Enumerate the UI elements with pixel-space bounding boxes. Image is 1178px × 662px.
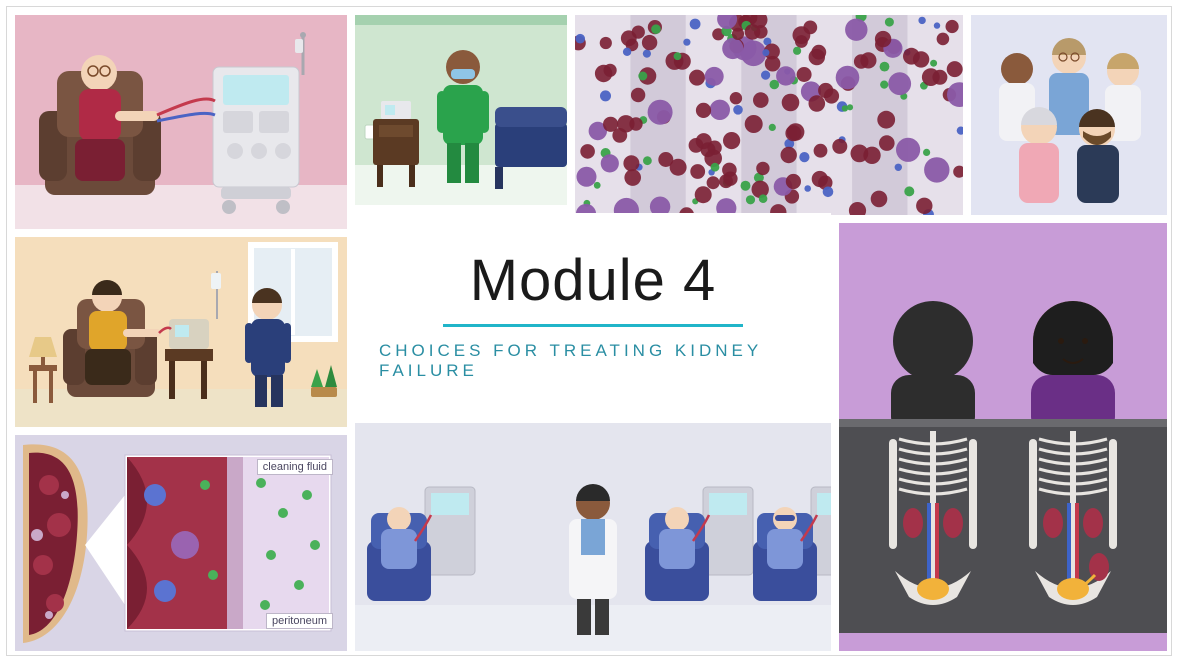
scene-dialysis-pink bbox=[15, 15, 347, 229]
tile-title-card: Module 4 CHOICES FOR TREATING KIDNEY FAI… bbox=[355, 213, 831, 415]
tile-dialysis-pink bbox=[15, 15, 347, 229]
scene-incenter-dialysis bbox=[355, 423, 831, 651]
scene-home-hemo bbox=[15, 237, 347, 427]
tile-incenter-dialysis bbox=[355, 423, 831, 651]
label-cleaning-fluid: cleaning fluid bbox=[257, 459, 333, 475]
scene-nurse-bedroom bbox=[355, 15, 567, 205]
title-rule bbox=[443, 324, 743, 327]
tile-home-hemo bbox=[15, 237, 347, 427]
tile-nurse-bedroom bbox=[355, 15, 567, 205]
scene-transplant bbox=[839, 223, 1167, 651]
tile-transplant bbox=[839, 223, 1167, 651]
tile-membrane-dots bbox=[575, 15, 963, 215]
tile-care-team bbox=[971, 15, 1167, 215]
scene-membrane-dots bbox=[575, 15, 963, 215]
scene-care-team bbox=[971, 15, 1167, 215]
title-main: Module 4 bbox=[470, 247, 717, 314]
tile-peritoneal-dialysis: cleaning fluid peritoneum bbox=[15, 435, 347, 651]
label-peritoneum: peritoneum bbox=[266, 613, 333, 629]
title-subtitle: CHOICES FOR TREATING KIDNEY FAILURE bbox=[379, 341, 807, 381]
